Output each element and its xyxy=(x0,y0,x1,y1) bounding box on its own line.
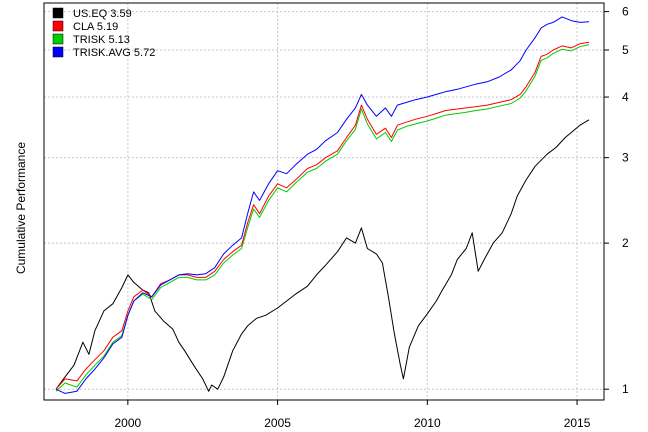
y-tick-label: 1 xyxy=(622,382,629,396)
legend-swatch xyxy=(52,7,64,19)
y-tick-label: 2 xyxy=(622,236,629,250)
x-tick-label: 2010 xyxy=(414,416,441,430)
y-tick-label: 3 xyxy=(622,151,629,165)
series-line-trisk xyxy=(55,44,590,392)
legend-swatch xyxy=(52,33,64,45)
legend-label: TRISK 5.13 xyxy=(73,34,130,46)
axes: 2000 2005 2010 2015 1 2 3 4 5 6 xyxy=(114,5,629,430)
plot-frame xyxy=(43,2,605,401)
series-line-cla xyxy=(55,41,590,390)
y-tick-label: 4 xyxy=(622,90,629,104)
x-tick-label: 2015 xyxy=(564,416,591,430)
legend-label: US.EQ 3.59 xyxy=(73,8,132,20)
legend-label: CLA 5.19 xyxy=(73,21,118,33)
y-tick-label: 6 xyxy=(622,5,629,19)
grid-lines xyxy=(44,3,604,400)
series-line-trisk-avg xyxy=(55,16,590,394)
y-axis-label: Cumulative Performance xyxy=(14,142,28,274)
legend-swatch xyxy=(52,46,64,58)
x-tick-label: 2005 xyxy=(264,416,291,430)
legend-swatch xyxy=(52,20,64,32)
x-tick-label: 2000 xyxy=(114,416,141,430)
y-tick-label: 5 xyxy=(622,43,629,57)
series-lines xyxy=(55,16,590,394)
legend-label: TRISK.AVG 5.72 xyxy=(73,47,155,59)
